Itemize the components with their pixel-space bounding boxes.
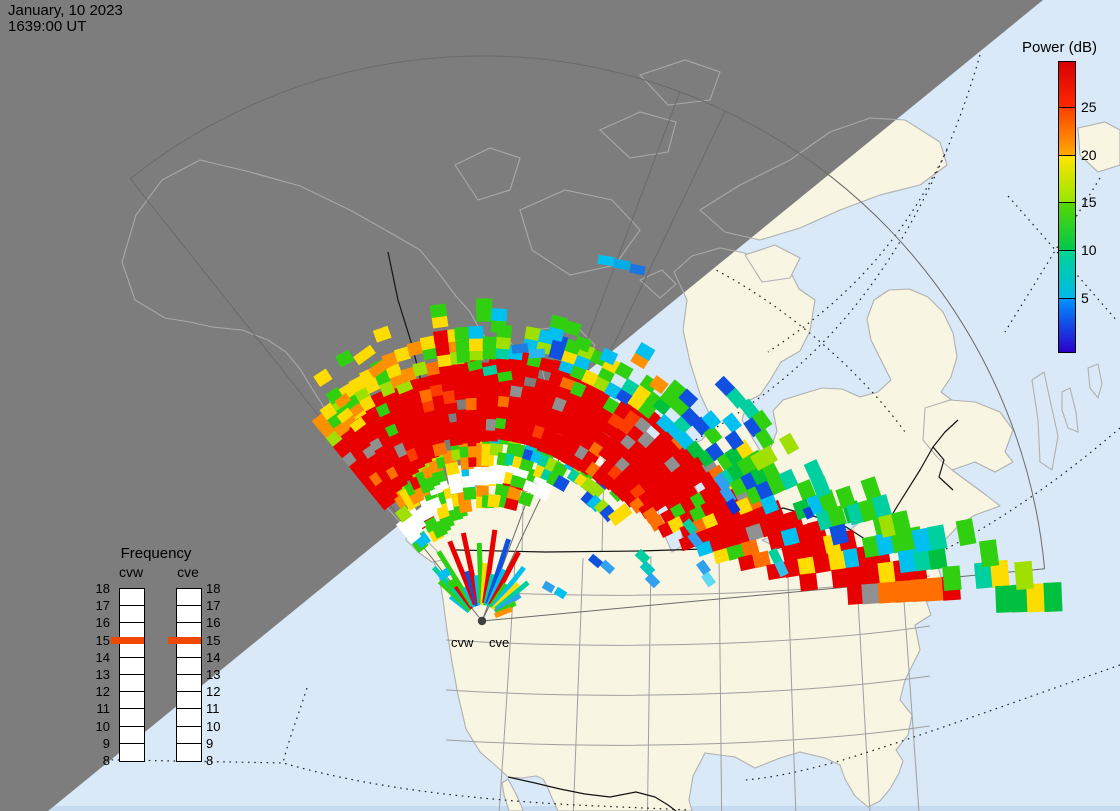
colorbar-title: Power (dB)	[1022, 39, 1098, 56]
colorbar-segment	[1059, 299, 1075, 352]
frequency-cell	[177, 606, 201, 624]
frequency-tick: 12	[206, 684, 221, 700]
frequency-tick: 10	[95, 718, 110, 734]
frequency-tick: 15	[206, 632, 221, 648]
timestamp: January, 10 2023 1639:00 UT	[8, 3, 123, 35]
frequency-column-label: cvw	[118, 564, 144, 580]
colorbar-segment	[1059, 108, 1075, 156]
frequency-cell	[177, 727, 201, 744]
frequency-legend-title: Frequency	[120, 545, 192, 562]
frequency-tick: 9	[206, 735, 214, 751]
frequency-cell	[120, 606, 144, 624]
frequency-bar-cvw	[119, 588, 145, 762]
colorbar-segment	[1059, 156, 1075, 203]
frequency-tick: 12	[95, 684, 110, 700]
frequency-cell	[120, 744, 144, 761]
colorbar-tick: 25	[1081, 99, 1097, 115]
frequency-highlight	[168, 636, 201, 644]
radar-site-label-cvw: cvw	[451, 635, 474, 650]
frequency-tick: 16	[95, 615, 110, 631]
frequency-cell	[177, 658, 201, 675]
radar-site-label-cve: cve	[489, 635, 510, 650]
frequency-cell	[120, 692, 144, 710]
frequency-tick: 16	[206, 615, 221, 631]
frequency-cell	[177, 641, 201, 658]
frequency-tick: 17	[206, 598, 221, 614]
frequency-tick: 9	[102, 735, 110, 751]
frequency-cell	[120, 709, 144, 727]
frequency-column-label: cve	[177, 564, 199, 580]
frequency-cell	[177, 709, 201, 727]
colorbar-tick: 15	[1081, 194, 1097, 210]
frequency-tick: 17	[95, 598, 110, 614]
frequency-cell	[120, 658, 144, 675]
frequency-tick: 11	[96, 701, 111, 717]
date-text: January, 10 2023	[8, 2, 123, 19]
frequency-tick: 14	[206, 649, 221, 665]
frequency-cell	[120, 675, 144, 693]
colorbar-tick: 10	[1081, 242, 1097, 258]
frequency-cell	[120, 727, 144, 744]
frequency-cell	[177, 675, 201, 693]
frequency-tick: 18	[95, 581, 110, 596]
colorbar-tick: 20	[1081, 147, 1097, 163]
frequency-cell	[120, 589, 144, 607]
frequency-cell	[177, 589, 201, 607]
frequency-tick: 11	[206, 701, 220, 717]
backscatter-cells	[311, 254, 1063, 626]
frequency-tick: 15	[95, 632, 110, 648]
frequency-tick: 18	[206, 581, 221, 596]
frequency-cell	[177, 744, 201, 761]
frequency-tick: 8	[206, 753, 214, 768]
colorbar-segment	[1059, 203, 1075, 251]
power-colorbar	[1058, 61, 1076, 353]
frequency-cell	[177, 692, 201, 710]
frequency-tick: 14	[95, 649, 110, 665]
frequency-cell	[120, 641, 144, 658]
frequency-bar-cve	[176, 588, 202, 762]
frequency-tick: 10	[206, 718, 221, 734]
frequency-highlight	[111, 636, 144, 644]
colorbar-segment	[1059, 62, 1075, 108]
frequency-tick: 13	[206, 667, 221, 682]
time-text: 1639:00 UT	[8, 18, 87, 35]
radar-site-dot	[477, 616, 487, 626]
frequency-tick: 13	[95, 667, 110, 682]
colorbar-segment	[1059, 251, 1075, 299]
frequency-tick: 8	[102, 753, 110, 768]
colorbar-tick: 5	[1081, 290, 1089, 306]
